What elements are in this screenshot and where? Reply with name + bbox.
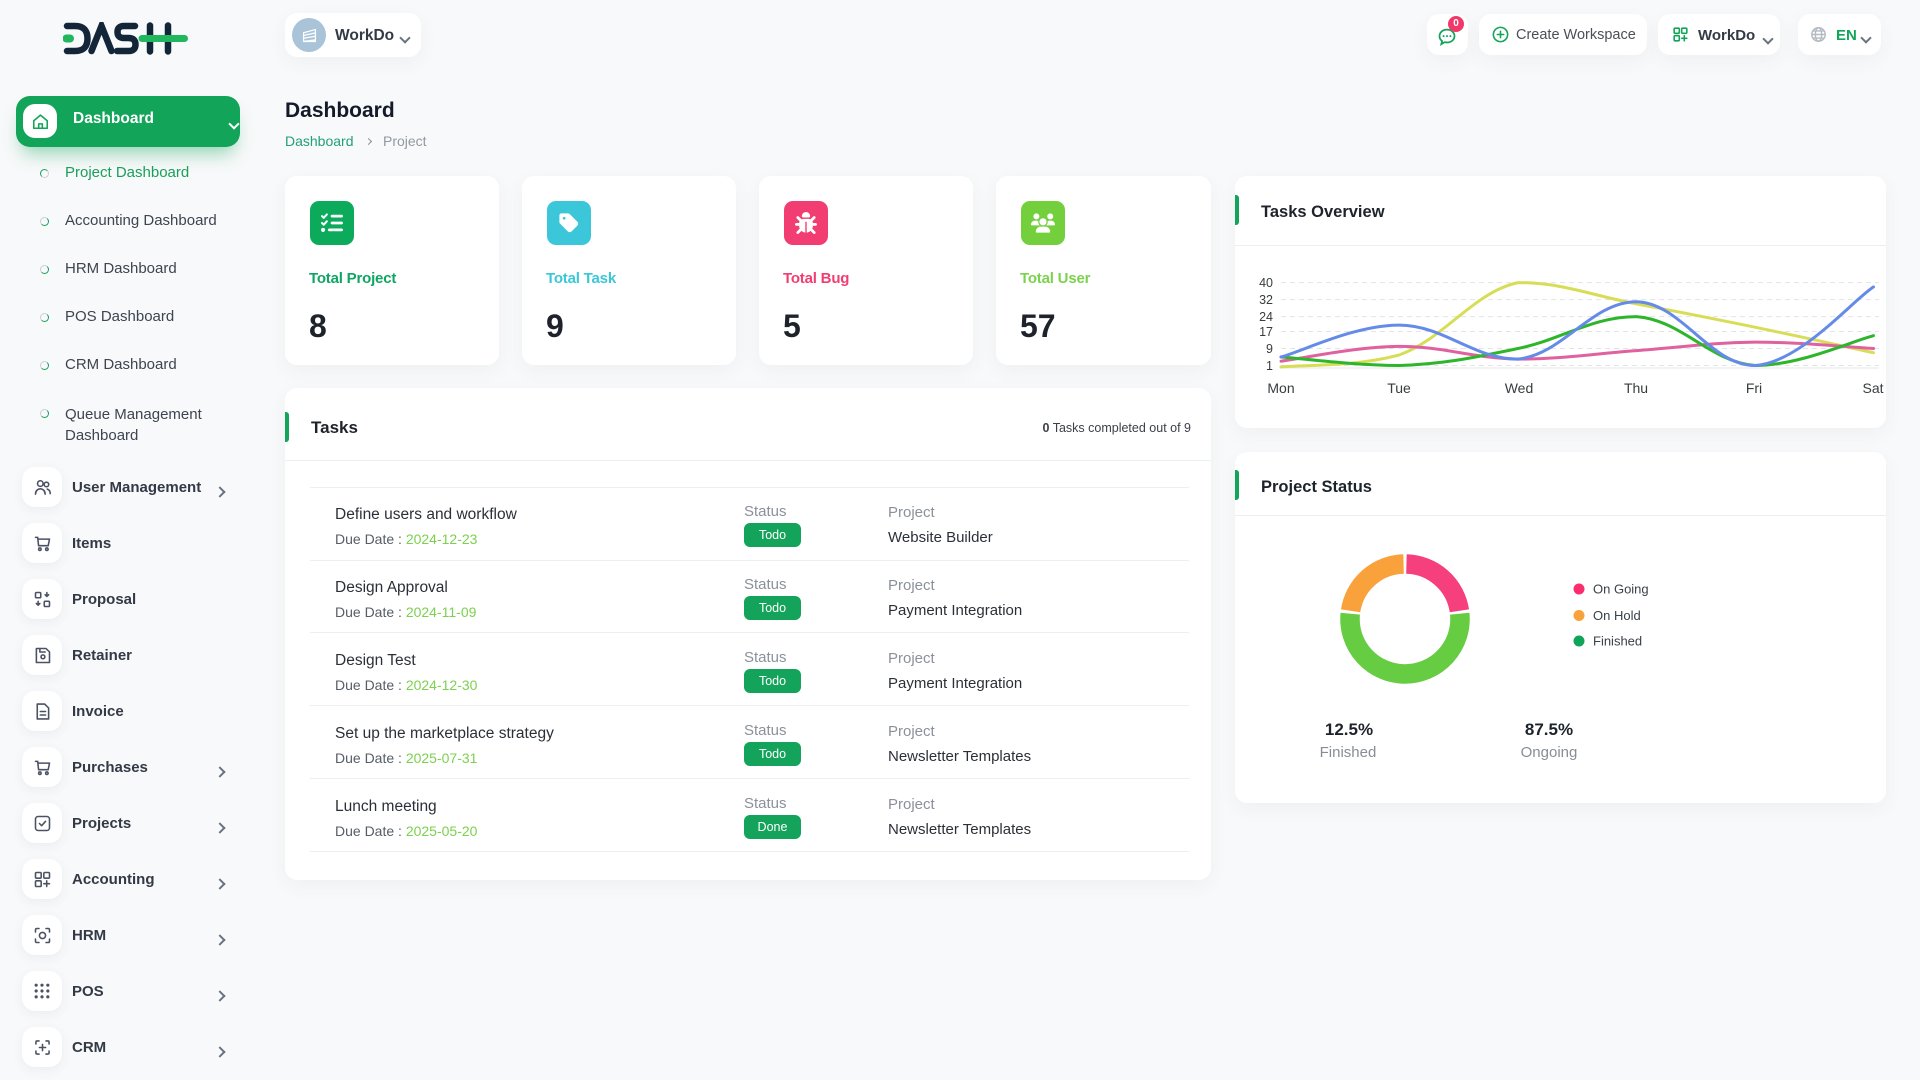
svg-text:32: 32 bbox=[1259, 293, 1273, 307]
svg-text:Wed: Wed bbox=[1505, 380, 1534, 396]
svg-text:Fri: Fri bbox=[1746, 380, 1762, 396]
svg-text:40: 40 bbox=[1259, 276, 1273, 290]
svg-text:Mon: Mon bbox=[1267, 380, 1294, 396]
svg-text:On Hold: On Hold bbox=[1593, 608, 1641, 623]
svg-text:1: 1 bbox=[1266, 359, 1273, 373]
svg-text:24: 24 bbox=[1259, 310, 1273, 324]
svg-text:Finished: Finished bbox=[1320, 744, 1377, 761]
svg-text:17: 17 bbox=[1259, 325, 1273, 339]
svg-text:Ongoing: Ongoing bbox=[1521, 744, 1578, 761]
svg-text:Sat: Sat bbox=[1862, 380, 1883, 396]
svg-text:12.5%: 12.5% bbox=[1325, 720, 1373, 739]
svg-text:On Going: On Going bbox=[1593, 582, 1649, 597]
svg-text:87.5%: 87.5% bbox=[1525, 720, 1573, 739]
svg-text:Tue: Tue bbox=[1387, 380, 1411, 396]
svg-text:9: 9 bbox=[1266, 342, 1273, 356]
svg-text:Finished: Finished bbox=[1593, 634, 1642, 649]
svg-text:Thu: Thu bbox=[1624, 380, 1648, 396]
